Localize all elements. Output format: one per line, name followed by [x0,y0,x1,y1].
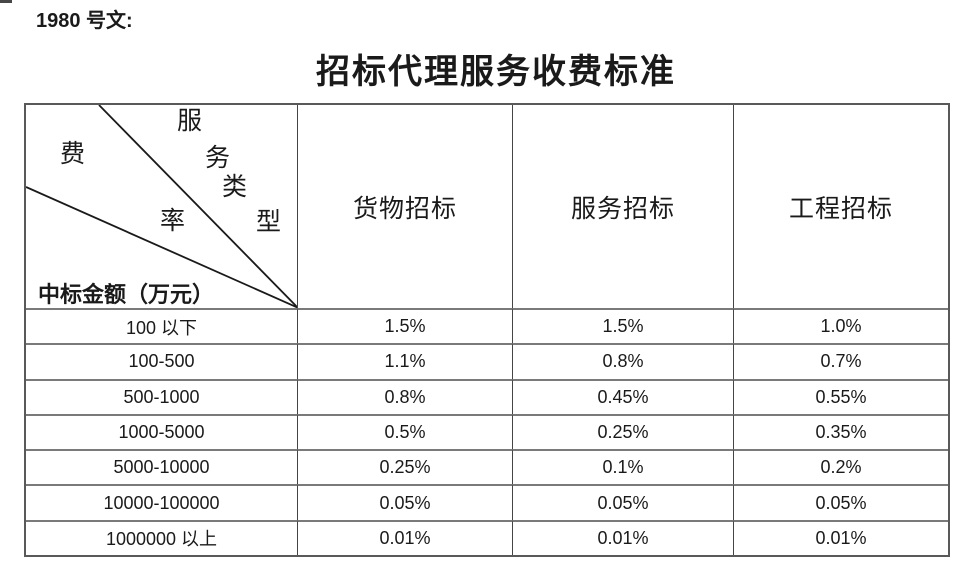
fee-value-cell: 0.01% [733,519,948,555]
fee-value-cell: 0.1% [512,449,733,485]
column-header-goods: 货物招标 [297,105,512,308]
fee-value-cell: 0.8% [512,343,733,379]
corner-type-char-4: 型 [255,209,281,236]
document-number-label: 1980 号文: [36,10,133,32]
fee-standard-table: 服 费 务 类 率 型 中标金额（万元） 货物招标 服务招标 工程招标 100 … [24,103,950,557]
fee-value-cell: 0.25% [297,449,512,485]
column-header-project: 工程招标 [733,105,948,308]
fee-value-cell: 0.8% [297,378,512,414]
corner-type-char-3: 类 [221,174,247,201]
fee-value-cell: 0.01% [512,519,733,555]
fee-value-cell: 0.05% [297,484,512,520]
row-label: 100-500 [26,343,297,378]
fee-value-cell: 0.5% [297,413,512,450]
page-title: 招标代理服务收费标准 [316,54,676,91]
fee-value-cell: 0.25% [512,413,733,450]
row-label: 10000-100000 [26,484,297,519]
fee-value-cell: 0.2% [733,449,948,485]
row-label: 100 以下 [26,308,297,343]
fee-value-cell: 0.7% [733,343,948,379]
diagonal-divider-lines [26,105,297,308]
corner-type-char-1: 服 [176,108,202,135]
screen-edge-artifact [0,0,12,3]
fee-value-cell: 0.45% [512,378,733,414]
fee-value-cell: 0.05% [512,484,733,520]
corner-fee-char-2: 率 [159,208,185,235]
fee-value-cell: 1.5% [512,308,733,344]
row-label: 1000-5000 [26,413,297,449]
fee-value-cell: 0.35% [733,413,948,450]
row-label: 5000-10000 [26,449,297,484]
row-label: 500-1000 [26,378,297,414]
column-header-service: 服务招标 [512,105,733,308]
fee-value-cell: 1.5% [297,308,512,344]
fee-value-cell: 1.0% [733,308,948,344]
fee-value-cell: 1.1% [297,343,512,379]
corner-type-char-2: 务 [204,145,230,172]
amount-axis-label: 中标金额（万元） [38,282,215,307]
fee-value-cell: 0.01% [297,519,512,555]
diagonal-header-cell: 服 费 务 类 率 型 中标金额（万元） [26,105,297,308]
corner-fee-char-1: 费 [59,141,85,168]
fee-value-cell: 0.55% [733,378,948,414]
row-label: 1000000 以上 [26,519,297,555]
fee-value-cell: 0.05% [733,484,948,520]
